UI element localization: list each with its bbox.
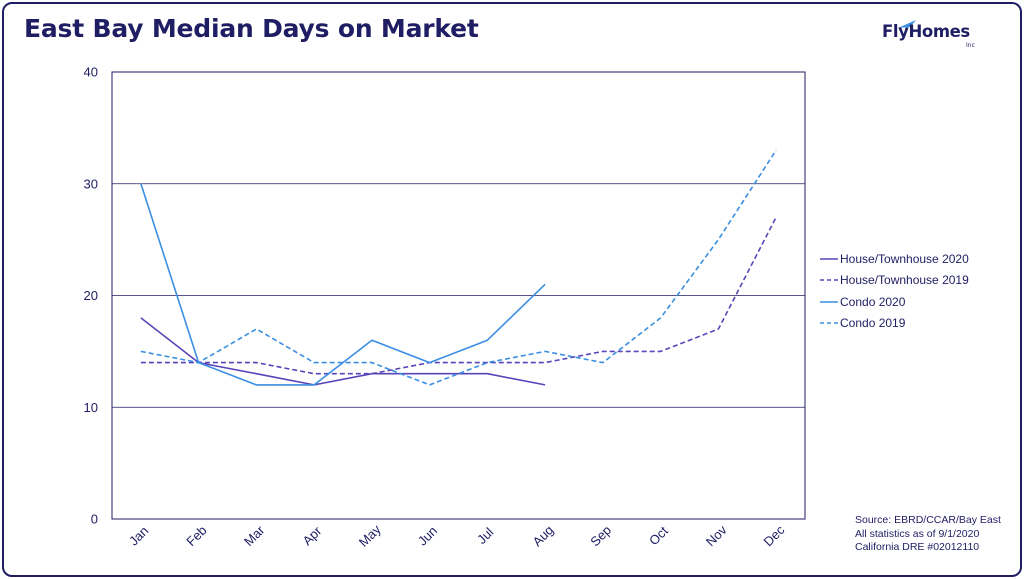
y-tick-label: 0 <box>91 512 98 527</box>
y-tick-label: 40 <box>84 65 98 80</box>
legend-swatch <box>820 322 838 325</box>
legend-label: Condo 2020 <box>840 294 906 309</box>
series-lines <box>140 149 777 386</box>
source-line: All statistics as of 9/1/2020 <box>855 527 980 540</box>
legend: House/Townhouse 2020 House/Townhouse 2019… <box>820 248 1010 334</box>
legend-item: Condo 2020 <box>820 291 1010 313</box>
series-line-1 <box>140 317 546 386</box>
series-line-3 <box>140 183 546 386</box>
legend-swatch <box>820 279 838 282</box>
x-tick-label: Feb <box>183 523 209 549</box>
x-tick-label: Apr <box>299 523 324 548</box>
legend-swatch <box>820 257 838 260</box>
x-tick-label: Nov <box>703 522 730 549</box>
series-line-4 <box>140 149 777 386</box>
x-tick-label: Dec <box>760 522 787 549</box>
legend-label: Condo 2019 <box>840 316 906 331</box>
y-tick-label: 20 <box>84 288 98 303</box>
y-tick-label: 30 <box>84 176 98 191</box>
x-tick-label: Jun <box>415 523 440 548</box>
source-note: Source: EBRD/CCAR/Bay East All statistics… <box>855 514 1001 555</box>
chart-title: East Bay Median Days on Market <box>24 14 479 43</box>
legend-swatch <box>820 300 838 303</box>
x-tick-label: Oct <box>646 523 671 548</box>
legend-label: House/Townhouse 2019 <box>840 273 969 288</box>
logo-suffix: Inc <box>966 42 975 49</box>
legend-label: House/Townhouse 2020 <box>840 251 969 266</box>
x-tick-label: Jul <box>474 525 496 547</box>
plot-area-border <box>111 71 806 520</box>
x-tick-label: Aug <box>529 522 556 549</box>
x-tick-label: Mar <box>241 522 268 549</box>
logo-wing-icon <box>898 20 916 28</box>
legend-item: House/Townhouse 2020 <box>820 248 1010 270</box>
y-tick-label: 10 <box>84 400 98 415</box>
legend-item: House/Townhouse 2019 <box>820 270 1010 292</box>
x-axis-ticks: Jan Feb Mar Apr May Jun Jul Aug Sep Oct Nov Dec <box>126 521 788 549</box>
source-line: Source: EBRD/CCAR/Bay East <box>855 514 1001 526</box>
flyhomes-logo: FlyHomes Inc <box>882 20 982 56</box>
legend-item: Condo 2019 <box>820 313 1010 335</box>
x-tick-label: Sep <box>587 522 614 549</box>
gridlines <box>112 183 805 408</box>
logo-text: FlyHomes <box>882 22 970 41</box>
x-tick-label: Jan <box>126 523 151 548</box>
series-line-2 <box>140 216 777 375</box>
x-tick-label: May <box>356 521 384 549</box>
source-line: California DRE #02012110 <box>855 541 980 553</box>
y-axis-ticks: 0 10 20 30 40 <box>84 65 98 527</box>
